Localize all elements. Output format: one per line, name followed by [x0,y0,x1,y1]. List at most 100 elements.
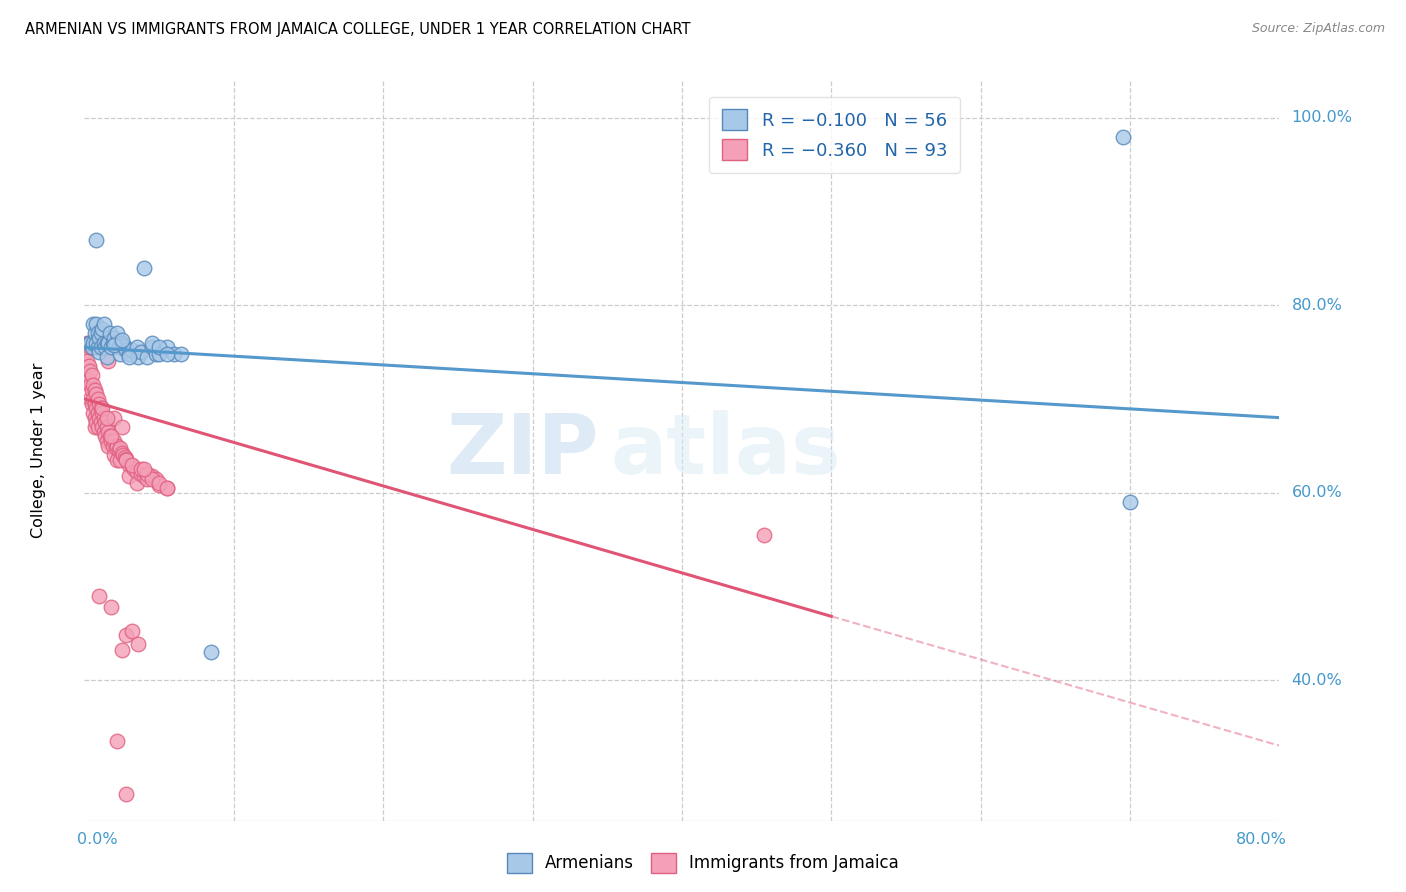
Legend: Armenians, Immigrants from Jamaica: Armenians, Immigrants from Jamaica [501,847,905,880]
Point [101,335,124,350]
Point [121,458,143,472]
Point [115,451,138,466]
Point [100,434,122,448]
Point [110,347,132,361]
Point [87,326,110,341]
Point [112,448,135,462]
Point [141,472,163,486]
Point [104,441,127,455]
Point [115,628,138,642]
Point [145,472,167,486]
Point [100,429,122,443]
Point [132,468,156,483]
Point [90,326,112,341]
Point [148,340,170,354]
Point [115,343,138,358]
Point [170,347,193,361]
Point [97,439,120,453]
Point [111,643,134,657]
Point [77,335,100,350]
Point [82,392,104,406]
Point [129,467,152,481]
Point [89,331,111,345]
Point [103,448,125,462]
Point [86,233,108,247]
Point [98,326,121,341]
Point [125,476,148,491]
Point [163,347,186,361]
Point [76,373,98,387]
Point [127,350,149,364]
Legend: R = −0.100   N = 56, R = −0.360   N = 93: R = −0.100 N = 56, R = −0.360 N = 93 [709,96,960,173]
Point [89,396,111,410]
Point [77,373,100,387]
Text: atlas: atlas [610,410,841,491]
Point [104,335,127,350]
Point [103,331,125,345]
Point [96,434,118,448]
Point [90,415,112,429]
Point [125,465,148,479]
Point [114,450,136,464]
Point [94,429,117,443]
Point [82,406,104,420]
Point [79,340,101,354]
Point [79,364,101,378]
Point [76,335,98,350]
Point [121,624,143,639]
Text: 100.0%: 100.0% [1292,111,1353,125]
Point [97,335,120,350]
Point [155,347,177,361]
Text: 80.0%: 80.0% [1292,298,1343,313]
Text: 40.0%: 40.0% [1292,673,1343,688]
Point [77,359,100,373]
Point [83,410,105,425]
Point [118,350,141,364]
Point [110,441,132,455]
Text: 60.0%: 60.0% [1292,485,1343,500]
Point [129,462,152,476]
Point [97,425,120,439]
Point [121,459,143,474]
Point [148,347,170,361]
Text: 0.0%: 0.0% [77,832,118,847]
Text: ARMENIAN VS IMMIGRANTS FROM JAMAICA COLLEGE, UNDER 1 YEAR CORRELATION CHART: ARMENIAN VS IMMIGRANTS FROM JAMAICA COLL… [25,22,690,37]
Point [141,340,163,354]
Point [105,734,128,748]
Point [79,335,101,350]
Text: College, Under 1 year: College, Under 1 year [31,363,46,538]
Point [86,401,108,416]
Point [111,333,134,347]
Point [90,401,112,416]
Point [148,476,170,491]
Point [80,340,103,354]
Point [1119,495,1142,509]
Point [94,340,117,354]
Point [155,340,177,354]
Point [82,335,104,350]
Point [86,415,108,429]
Point [129,345,152,359]
Point [93,317,115,331]
Point [107,443,129,458]
Point [79,377,101,392]
Point [127,637,149,651]
Point [141,335,163,350]
Point [1111,129,1133,144]
Point [122,462,145,476]
Point [86,335,108,350]
Point [111,420,134,434]
Point [75,345,97,359]
Point [145,347,167,361]
Point [121,343,143,358]
Point [93,425,115,439]
Point [112,337,135,351]
Point [132,260,156,275]
Point [80,368,103,383]
Point [83,396,105,410]
Point [80,383,103,397]
Text: 80.0%: 80.0% [1236,832,1286,847]
Point [91,406,114,420]
Point [103,337,125,351]
Text: ZIP: ZIP [446,410,599,491]
